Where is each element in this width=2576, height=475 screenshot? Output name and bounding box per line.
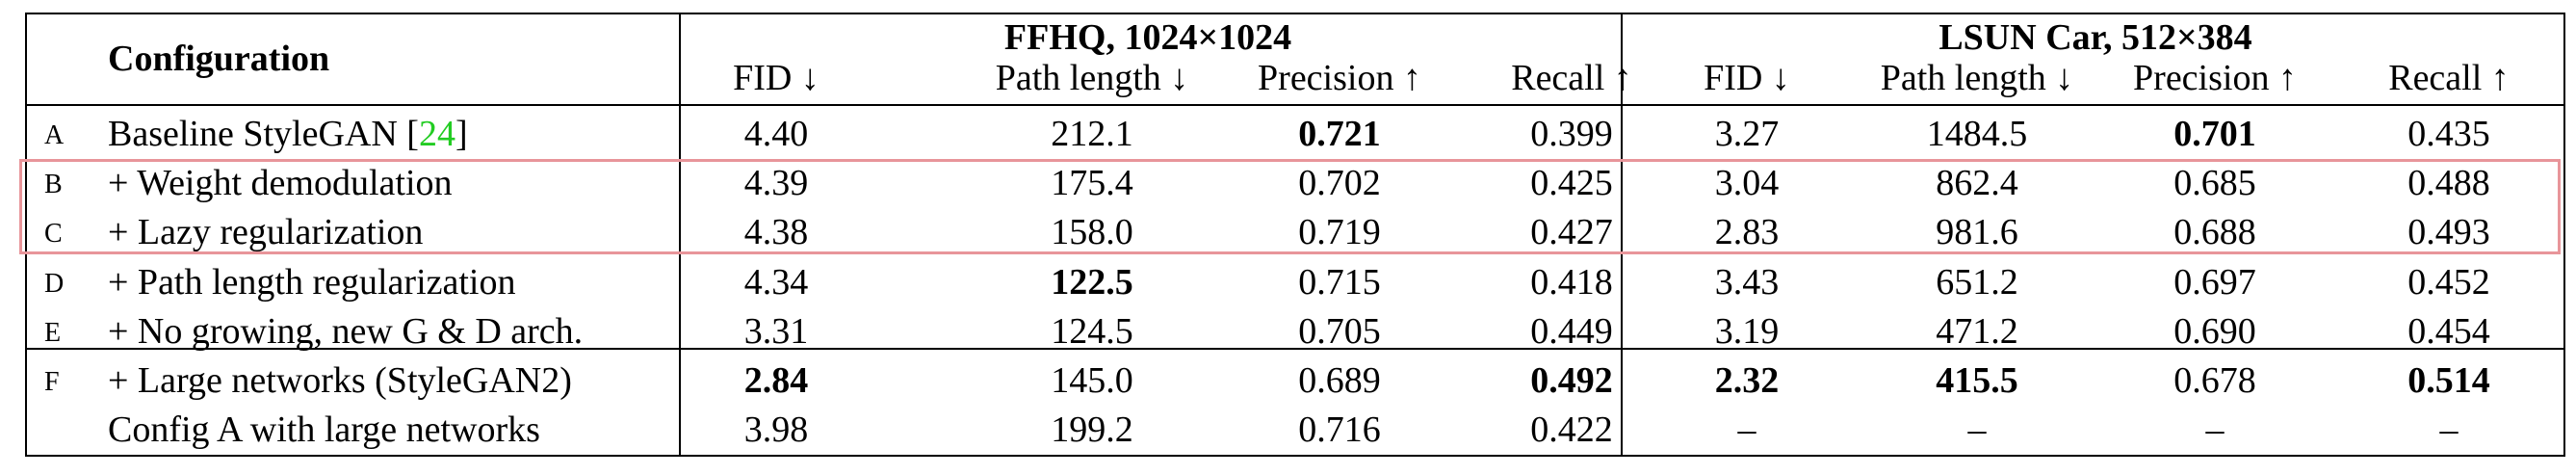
column-header: Path length ↓ — [995, 58, 1189, 98]
table-cell: 0.688 — [2173, 212, 2256, 252]
table-cell: 1484.5 — [1926, 114, 2028, 154]
table-cell: – — [2439, 409, 2459, 450]
table-cell: 0.422 — [1530, 409, 1613, 450]
table-cell: 0.425 — [1530, 163, 1613, 203]
table-cell: 124.5 — [1051, 311, 1133, 352]
row-letter: C — [44, 219, 63, 249]
configuration-text: + Weight demodulation — [108, 163, 453, 203]
table-cell: 3.43 — [1714, 262, 1780, 303]
results-table: Configuration FFHQ, 1024×1024 LSUN Car, … — [25, 13, 2565, 457]
row-configuration: + Lazy regularization — [108, 214, 423, 251]
configuration-text: + Path length regularization — [108, 262, 516, 303]
table-cell: 3.31 — [743, 311, 809, 352]
configuration-text: Config A with large networks — [108, 409, 540, 450]
row-configuration: Config A with large networks — [108, 411, 540, 448]
column-header: Recall ↑ — [2388, 58, 2510, 98]
table-cell: 0.690 — [2173, 311, 2256, 352]
table-cell: 175.4 — [1051, 163, 1133, 203]
table-cell: 3.04 — [1714, 163, 1780, 203]
table-cell: – — [2205, 409, 2225, 450]
configuration-text: Baseline StyleGAN [ — [108, 114, 419, 154]
table-cell: 0.449 — [1530, 311, 1613, 352]
row-letter: A — [44, 120, 65, 150]
table-cell: 0.689 — [1298, 360, 1381, 401]
column-header: Precision ↑ — [1258, 58, 1421, 98]
table-cell: 0.514 — [2407, 360, 2490, 401]
table-cell: 862.4 — [1936, 163, 2018, 203]
row-letter: E — [44, 318, 62, 348]
row-configuration: + No growing, new G & D arch. — [108, 313, 583, 350]
row-letter: F — [44, 367, 60, 397]
row-configuration: + Weight demodulation — [108, 165, 453, 201]
row-letter: D — [44, 269, 65, 299]
row-configuration: Baseline StyleGAN [24] — [108, 116, 468, 152]
table-cell: 0.678 — [2173, 360, 2256, 401]
table-cell: 0.705 — [1298, 311, 1381, 352]
table-cell: 0.719 — [1298, 212, 1381, 252]
column-header: Path length ↓ — [1880, 58, 2074, 98]
row-configuration: + Large networks (StyleGAN2) — [108, 362, 572, 399]
table-cell: 0.492 — [1530, 360, 1613, 401]
header-lsun-car: LSUN Car, 512×384 — [1939, 17, 2252, 58]
column-divider — [679, 14, 681, 455]
table-cell: 0.488 — [2407, 163, 2490, 203]
table-cell: 4.39 — [743, 163, 809, 203]
table-cell: 3.98 — [743, 409, 809, 450]
column-header: Recall ↑ — [1511, 58, 1632, 98]
table-cell: 0.697 — [2173, 262, 2256, 303]
table-cell: – — [1967, 409, 1987, 450]
table-cell: 4.40 — [743, 114, 809, 154]
row-configuration: + Path length regularization — [108, 264, 515, 301]
table-cell: 415.5 — [1936, 360, 2018, 401]
table-cell: 0.716 — [1298, 409, 1381, 450]
table-cell: 2.84 — [743, 360, 809, 401]
column-header: FID ↓ — [1704, 58, 1790, 98]
table-cell: 199.2 — [1051, 409, 1133, 450]
table-cell: 145.0 — [1051, 360, 1133, 401]
header-divider — [27, 104, 2563, 106]
table-cell: 0.685 — [2173, 163, 2256, 203]
table-cell: 0.715 — [1298, 262, 1381, 303]
column-header: FID ↓ — [733, 58, 820, 98]
table-cell: 0.721 — [1298, 114, 1381, 154]
table-cell: 0.452 — [2407, 262, 2490, 303]
table-cell: 158.0 — [1051, 212, 1133, 252]
table-cell: – — [1737, 409, 1756, 450]
configuration-text: ] — [455, 114, 468, 154]
reference-link[interactable]: 24 — [418, 114, 455, 154]
configuration-text: + Large networks (StyleGAN2) — [108, 360, 572, 401]
configuration-text: + No growing, new G & D arch. — [108, 311, 584, 352]
table-cell: 3.27 — [1714, 114, 1780, 154]
table-cell: 2.83 — [1714, 212, 1780, 252]
row-divider — [27, 348, 2563, 350]
table-cell: 0.454 — [2407, 311, 2490, 352]
column-divider — [1621, 14, 1623, 455]
table-cell: 0.399 — [1530, 114, 1613, 154]
table-cell: 3.19 — [1714, 311, 1780, 352]
table-cell: 4.38 — [743, 212, 809, 252]
table-cell: 651.2 — [1936, 262, 2018, 303]
table-cell: 0.701 — [2173, 114, 2256, 154]
table-cell: 0.427 — [1530, 212, 1613, 252]
header-configuration: Configuration — [108, 39, 330, 79]
table-cell: 0.702 — [1298, 163, 1381, 203]
table-cell: 471.2 — [1936, 311, 2018, 352]
table-cell: 981.6 — [1936, 212, 2018, 252]
table-cell: 2.32 — [1714, 360, 1780, 401]
configuration-text: + Lazy regularization — [108, 212, 424, 252]
table-cell: 0.435 — [2407, 114, 2490, 154]
header-ffhq: FFHQ, 1024×1024 — [1003, 17, 1292, 58]
table-cell: 0.418 — [1530, 262, 1613, 303]
column-header: Precision ↑ — [2133, 58, 2297, 98]
row-letter: B — [44, 170, 63, 199]
table-cell: 0.493 — [2407, 212, 2490, 252]
table-cell: 4.34 — [743, 262, 809, 303]
table-cell: 122.5 — [1051, 262, 1133, 303]
table-cell: 212.1 — [1051, 114, 1133, 154]
